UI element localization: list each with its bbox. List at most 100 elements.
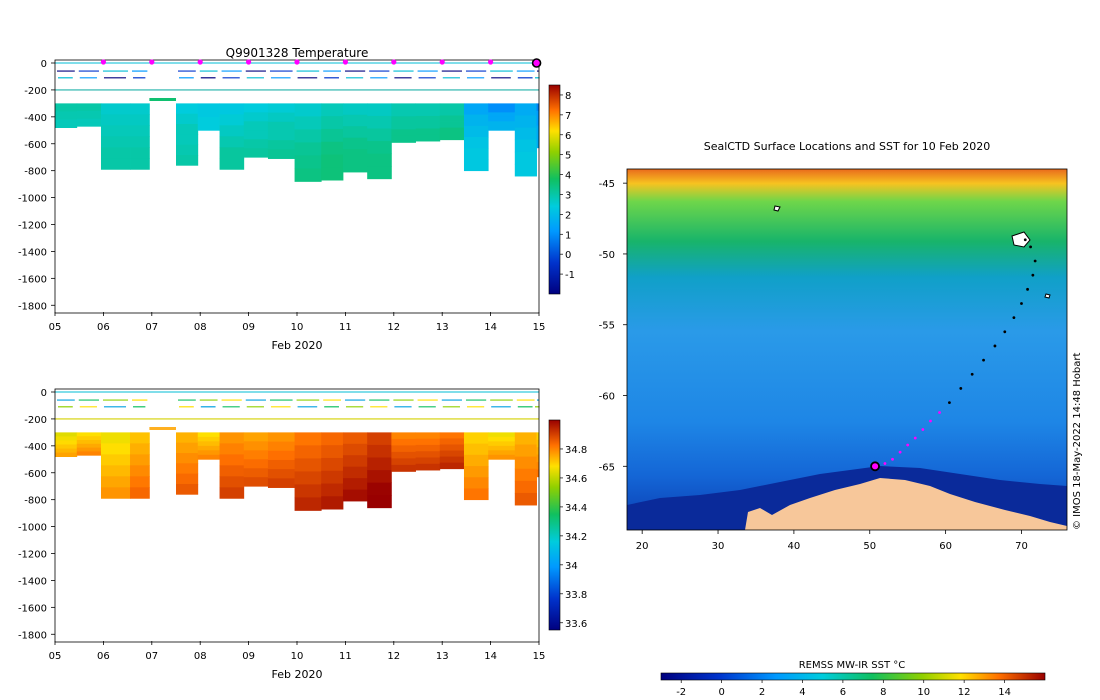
y-tick-label: -600 [24,140,47,151]
profile-cell [55,107,78,112]
profile-cell [391,445,416,453]
profile-cell [55,448,78,453]
profile-cell [294,116,322,130]
sst-map-title: SealCTD Surface Locations and SST for 10… [704,140,991,153]
profile-cell [536,125,540,134]
colorbar-tick-label: -2 [676,687,686,698]
profile-cell [243,148,269,158]
profile-cell [536,140,540,149]
profile-cell [514,163,537,177]
profile-cell [149,426,176,430]
sst-field [627,169,1067,530]
profile-cell [176,113,199,125]
track-point [921,428,925,431]
profile-cell [439,103,465,110]
track-point [1026,287,1029,291]
profile-cell [176,473,199,485]
profile-cell [463,488,489,501]
x-tick-label: 08 [194,322,207,333]
current-position-marker [870,461,880,472]
profile-cell [149,97,176,101]
profile-cell [321,445,344,459]
track-point [959,387,963,390]
sst-colorbar-label: REMSS MW-IR SST °C [799,660,906,671]
x-tick-label: 60 [939,541,952,552]
x-tick-label: 07 [145,651,158,662]
profile-cell [342,137,368,150]
colorbar-tick-label: 33.6 [565,619,587,630]
profile-cell [536,103,540,112]
profile-cell [243,130,269,140]
profile-cell [463,148,489,160]
y-tick-label: -1600 [18,274,47,285]
profile-cell [514,432,537,445]
profile-cell [342,455,368,468]
profile-cell [55,452,78,458]
profile-cell [321,154,344,168]
profile-cell [488,432,516,438]
profile-cell [197,103,220,109]
profile-cell [267,140,295,150]
profile-cell [197,441,220,447]
profile-cell [321,483,344,497]
x-tick-label: 13 [436,322,449,333]
y-tick-label: -1200 [18,221,47,232]
colorbar-tick-label: 8 [565,91,571,102]
y-tick-label: -1200 [18,550,47,561]
profile-cell [367,470,392,484]
profile-cell [100,103,131,115]
profile-cell [342,432,368,445]
profile-cell [100,476,131,488]
colorbar-tick-label: 12 [958,687,971,698]
profile-cell [463,125,489,138]
profile-cell [342,443,368,456]
profile-cell [463,114,489,127]
profile-cell [536,110,540,119]
profile-cell [463,443,489,456]
profile-cell [391,109,416,117]
profile-cell [243,468,269,478]
profile-cell [391,464,416,472]
profile-cell [536,132,540,141]
profile-cell [176,144,199,156]
profile-cell [439,450,465,458]
track-point [970,372,974,376]
profile-cell [197,450,220,456]
profile-cell [55,432,78,437]
track-point [1033,259,1037,263]
profile-cell [439,462,465,470]
profile-cell [439,133,465,141]
profile-marker [391,59,397,65]
sst-field-background [627,169,1067,530]
profile-cell [321,457,344,472]
profile-cell [76,432,102,437]
profile-cell [321,116,344,130]
temperature-colorbar-ticks: 8 7 6 5 4 3 2 1 0 -1 [560,91,575,281]
profile-cell [415,115,441,123]
profile-cell [130,465,150,477]
profile-cell [243,477,269,487]
temperature-xlabel: Feb 2020 [272,339,323,352]
profile-cell [536,454,540,463]
profile-cell [76,443,102,449]
profile-cell [243,459,269,469]
profile-cell [367,457,392,471]
profile-cell [130,114,150,126]
profile-cell [391,129,416,137]
profile-cell [514,444,537,458]
profile-cell [267,450,295,461]
profile-cell [130,158,150,170]
track-point [1023,238,1027,242]
profile-cell [294,129,322,143]
profile-cell [130,476,150,488]
x-tick-label: 09 [242,322,255,333]
x-tick-label: 11 [339,651,352,662]
profile-cell [463,466,489,478]
profile-cell [219,454,245,466]
colorbar-tick-label: 2 [759,687,765,698]
x-tick-label: 10 [291,651,304,662]
profile-cell [514,139,537,153]
profile-cell [267,478,295,488]
profile-cell [294,445,322,459]
profile-cell [243,103,269,113]
